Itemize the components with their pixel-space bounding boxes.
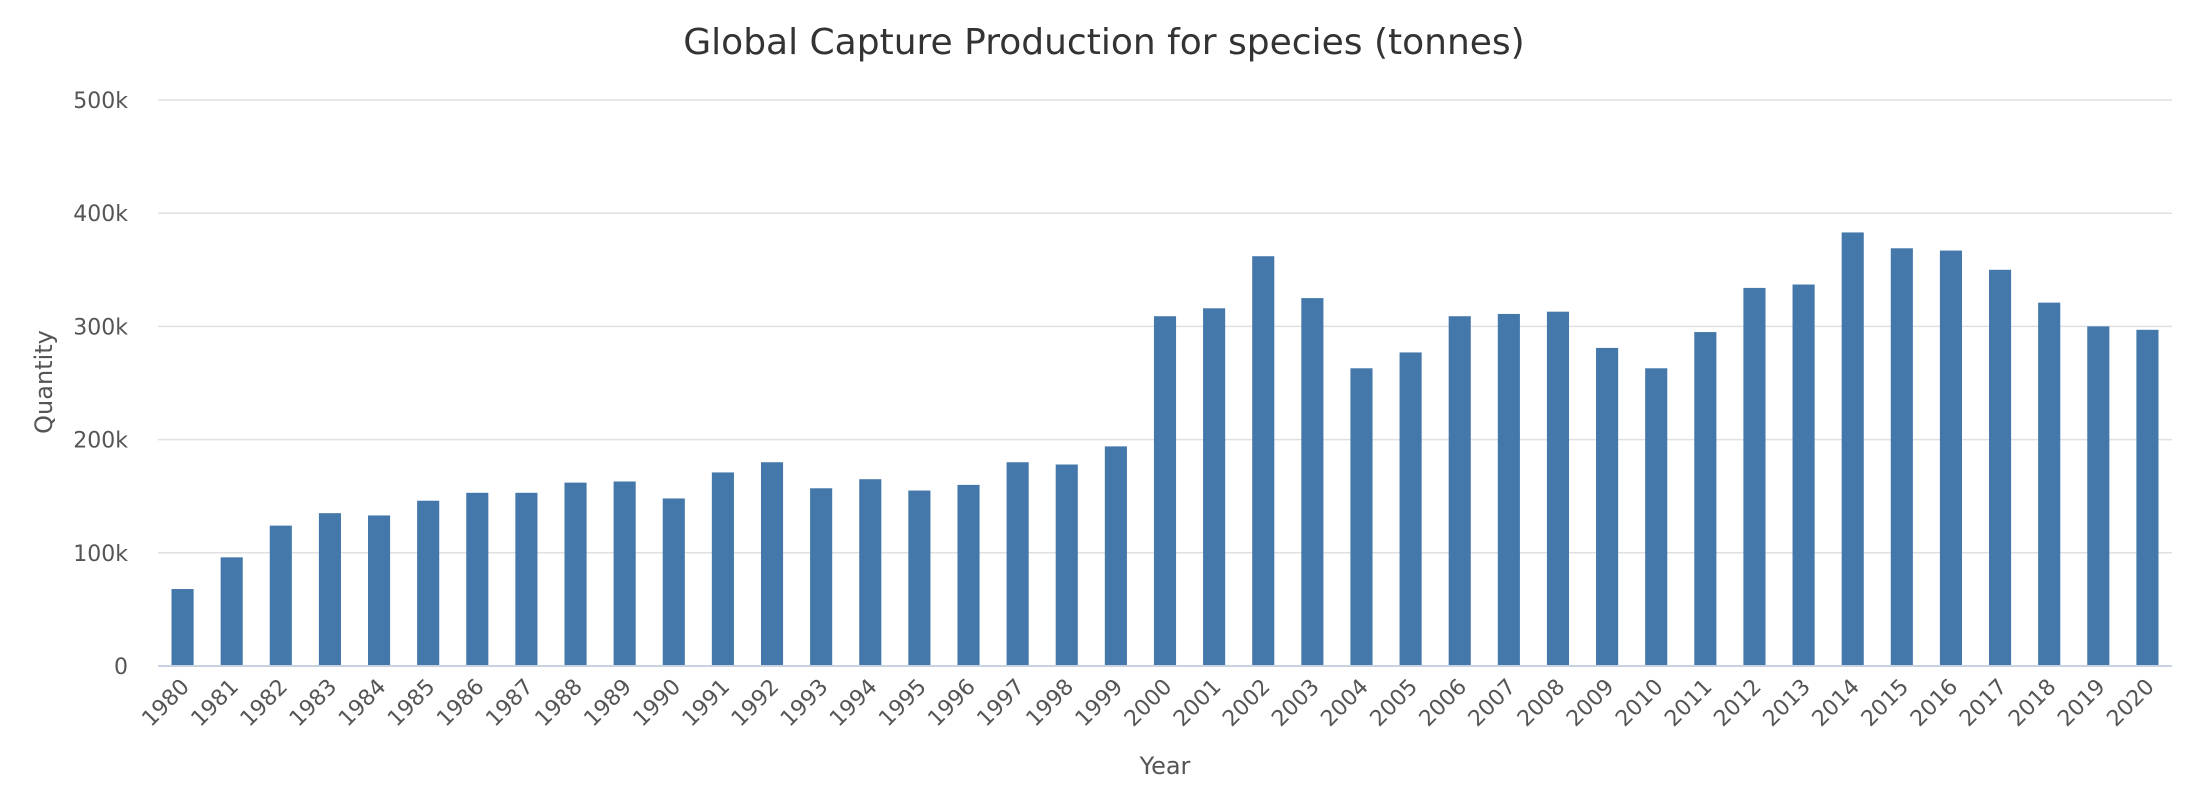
bar-1998 xyxy=(1055,464,1078,666)
bar-2020 xyxy=(2136,329,2159,666)
bar-1992 xyxy=(760,462,784,666)
x-axis-title: Year xyxy=(1139,752,1191,780)
bar-1987 xyxy=(515,492,538,666)
bar-2006 xyxy=(1448,316,1471,666)
bar-2005 xyxy=(1399,352,1422,666)
y-tick-label: 200k xyxy=(73,429,128,454)
bar-1980 xyxy=(171,589,194,666)
bar-1993 xyxy=(810,488,833,666)
x-tick-label: 2007 xyxy=(1464,675,1521,732)
bar-2010 xyxy=(1645,368,1668,666)
y-tick-label: 500k xyxy=(73,89,128,114)
bar-1994 xyxy=(859,479,882,666)
chart-title: Global Capture Production for species (t… xyxy=(683,22,1524,63)
bar-1986 xyxy=(466,492,489,666)
bar-2001 xyxy=(1203,308,1226,666)
x-axis-ticks: 1980198119821983198419851986198719881989… xyxy=(138,675,2160,732)
x-tick-label: 1996 xyxy=(923,675,980,732)
x-tick-label: 1982 xyxy=(236,675,293,732)
x-tick-label: 2008 xyxy=(1513,675,1570,732)
bar-2013 xyxy=(1792,284,1815,666)
x-tick-label: 1998 xyxy=(1022,675,1079,732)
x-tick-label: 2012 xyxy=(1709,675,1766,732)
x-tick-label: 1986 xyxy=(432,675,489,732)
x-tick-label: 2000 xyxy=(1120,675,1177,732)
bar-1997 xyxy=(1006,462,1029,666)
y-axis-ticks: 0 100k 200k 300k 400k 500k xyxy=(73,89,128,680)
x-tick-label: 2001 xyxy=(1169,675,1226,732)
x-tick-label: 1984 xyxy=(334,675,391,732)
x-tick-label: 2016 xyxy=(1906,675,1963,732)
y-axis-title: Quantity xyxy=(30,330,58,434)
x-tick-label: 2004 xyxy=(1316,675,1373,732)
bar-1991 xyxy=(711,472,734,666)
x-tick-label: 2018 xyxy=(2004,675,2061,732)
bar-1996 xyxy=(957,484,980,666)
bar-2000 xyxy=(1153,316,1177,666)
x-tick-label: 2020 xyxy=(2102,675,2159,732)
x-tick-label: 2005 xyxy=(1366,675,1423,732)
x-tick-label: 1989 xyxy=(580,675,637,732)
x-tick-label: 2015 xyxy=(1857,675,1914,732)
x-tick-label: 1997 xyxy=(973,675,1030,732)
bar-1984 xyxy=(367,515,391,666)
bar-2004 xyxy=(1350,368,1373,666)
bar-1990 xyxy=(662,498,685,666)
bar-2008 xyxy=(1546,311,1570,666)
x-tick-label: 1988 xyxy=(531,675,588,732)
bar-2014 xyxy=(1841,232,1864,666)
x-tick-label: 1983 xyxy=(285,675,342,732)
x-tick-label: 2019 xyxy=(2053,675,2110,732)
bar-2007 xyxy=(1497,313,1520,666)
x-tick-label: 1991 xyxy=(678,675,735,732)
bar-2016 xyxy=(1939,250,1963,666)
x-tick-label: 1987 xyxy=(481,675,538,732)
bar-2017 xyxy=(1989,269,2012,666)
bar-2009 xyxy=(1596,347,1619,666)
bar-1989 xyxy=(613,481,636,666)
x-tick-label: 1993 xyxy=(776,675,833,732)
x-tick-label: 1985 xyxy=(383,675,440,732)
bar-1999 xyxy=(1104,446,1127,666)
x-tick-label: 2014 xyxy=(1808,675,1865,732)
bar-1983 xyxy=(318,513,341,666)
x-tick-label: 1999 xyxy=(1071,675,1128,732)
y-tick-label: 400k xyxy=(73,202,128,227)
bar-2019 xyxy=(2087,326,2110,666)
x-tick-label: 1981 xyxy=(187,675,244,732)
x-tick-label: 1990 xyxy=(629,675,686,732)
bar-1981 xyxy=(220,557,243,666)
x-tick-label: 2006 xyxy=(1415,675,1472,732)
bar-1988 xyxy=(564,482,587,666)
y-tick-label: 300k xyxy=(73,315,128,340)
x-tick-label: 2017 xyxy=(1955,675,2012,732)
y-tick-label: 0 xyxy=(114,655,128,680)
x-tick-label: 1994 xyxy=(825,675,882,732)
bar-2002 xyxy=(1252,256,1275,666)
x-tick-label: 2002 xyxy=(1218,675,1275,732)
x-tick-label: 2010 xyxy=(1611,675,1668,732)
bar-2015 xyxy=(1890,248,1913,667)
bars xyxy=(171,232,2159,667)
bar-2011 xyxy=(1694,332,1717,666)
x-tick-label: 1995 xyxy=(874,675,931,732)
x-tick-label: 2003 xyxy=(1267,675,1324,732)
bar-1982 xyxy=(269,525,292,666)
x-tick-label: 2009 xyxy=(1562,675,1619,732)
x-tick-label: 1992 xyxy=(727,675,784,732)
x-tick-label: 2011 xyxy=(1660,675,1717,732)
bar-1985 xyxy=(417,500,440,666)
bar-2018 xyxy=(2038,302,2061,666)
x-tick-label: 1980 xyxy=(138,675,195,732)
bar-1995 xyxy=(908,490,931,666)
bar-2003 xyxy=(1301,298,1324,666)
bar-2012 xyxy=(1743,287,1766,666)
y-tick-label: 100k xyxy=(73,542,128,567)
x-tick-label: 2013 xyxy=(1759,675,1816,732)
